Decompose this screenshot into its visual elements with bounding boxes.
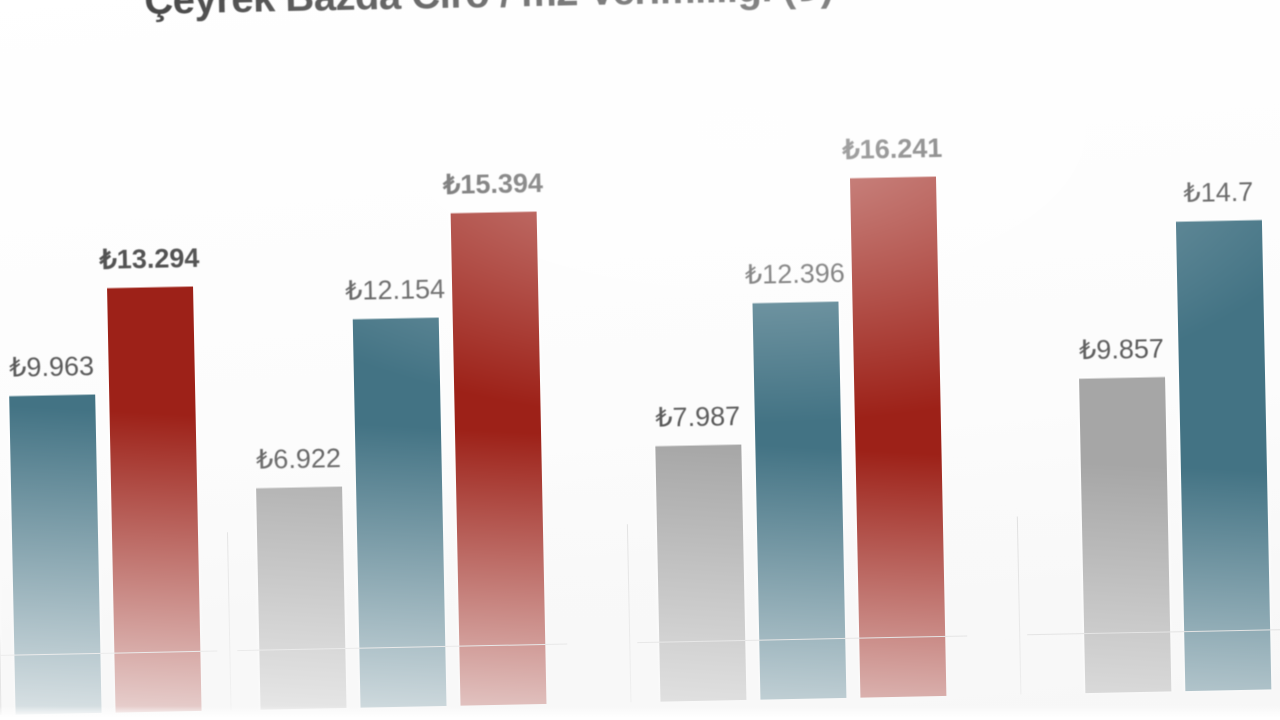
bar-value-label: ₺16.241 [842,132,943,165]
bar-value-label: ₺12.154 [344,273,446,306]
bar-value-label: ₺12.396 [744,257,846,290]
plot-area: ₺6.060 ₺9.963 ₺13.294 ₺6.922 ₺12.154 ₺15.394 2… [0,40,1280,717]
bar-2025[interactable] [107,285,202,713]
bar-2023[interactable] [256,486,347,710]
bar-slot: ₺13.294 [99,63,202,713]
bar-group-panel-4: 2023₺9.8572₺14.7 [1015,40,1280,694]
bar-slot: 2023₺7.987 [647,52,747,702]
bar-value-label: ₺7.987 [655,401,741,433]
bar-2024[interactable] [352,317,447,708]
bar-2023[interactable] [655,443,747,702]
bar-slot: 2₺14.7 [1172,42,1272,692]
bar-value-label: ₺9.963 [8,350,95,383]
bar-slot: ₺15.394 [443,56,547,706]
bar-2024[interactable] [9,393,102,715]
panel-divider [1016,516,1022,695]
bar-value-label: ₺14.7 [1183,176,1254,209]
bar-slot: ₺6.922 [248,60,347,710]
bar-value-label: ₺15.394 [442,167,544,200]
bar-value-label: ₺9.857 [1078,333,1165,366]
bar-slot: ₺6.060 [0,67,2,717]
bar-2025[interactable] [450,211,547,706]
bar-slot: ₺12.154 [344,58,447,708]
bar-2023[interactable] [1079,376,1172,694]
bar-group-panel-2: ₺6.922 ₺12.154 ₺15.394 [226,56,569,710]
bar-2023[interactable] [0,520,2,717]
bar-slot: ₺9.963 [3,65,102,715]
bar-group-panel-1: ₺6.060 ₺9.963 ₺13.294 [0,63,219,717]
bar-2025[interactable] [849,176,947,698]
chart-title: Çeyrek Bazda Ciro / m2 Verimliliği (₺) [144,0,1165,24]
bar-value-label: ₺13.294 [99,242,200,275]
bar-slot: 2025₺16.241 [842,48,947,698]
bar-group-panel-3: 2023₺7.9872024₺12.3962025₺16.241 [625,48,968,702]
bar-value-label: ₺6.922 [255,443,342,475]
bar-slot: 2023₺9.857 [1072,44,1172,694]
bar-2024[interactable] [1175,219,1272,692]
panel-divider [626,524,632,703]
bar-slot: 2024₺12.396 [744,50,847,700]
panel-divider [226,532,232,711]
